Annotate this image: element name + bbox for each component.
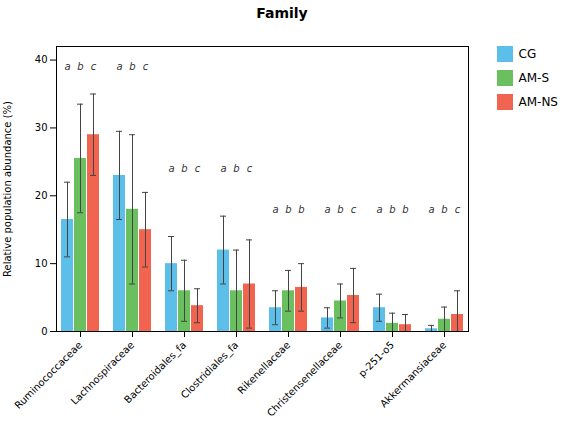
- svg-text:c: c: [351, 204, 357, 215]
- svg-text:Lachnospiraceae: Lachnospiraceae: [68, 339, 137, 407]
- svg-text:b: b: [402, 204, 408, 215]
- svg-text:a: a: [64, 61, 70, 72]
- svg-text:b: b: [285, 204, 291, 215]
- svg-text:a: a: [324, 204, 330, 215]
- svg-text:b: b: [129, 61, 135, 72]
- svg-text:c: c: [91, 61, 97, 72]
- html-text:CG: CG: [518, 47, 537, 61]
- svg-text:a: a: [220, 163, 226, 174]
- svg-text:b: b: [77, 61, 83, 72]
- svg-text:b: b: [441, 204, 447, 215]
- svg-text:a: a: [428, 204, 434, 215]
- svg-text:b: b: [298, 204, 304, 215]
- svg-text:b: b: [389, 204, 395, 215]
- svg-text:b: b: [181, 163, 187, 174]
- svg-text:c: c: [455, 204, 461, 215]
- svg-text:20: 20: [35, 190, 48, 201]
- svg-text:40: 40: [35, 54, 48, 65]
- svg-text:c: c: [195, 163, 201, 174]
- svg-text:Bacteroidales_fa: Bacteroidales_fa: [122, 339, 189, 406]
- svg-text:0: 0: [41, 326, 47, 337]
- html-text:AM-NS: AM-NS: [518, 95, 558, 109]
- svg-text:30: 30: [35, 122, 48, 133]
- svg-text:b: b: [233, 163, 239, 174]
- svg-text:Rikenellaceae: Rikenellaceae: [235, 339, 292, 396]
- svg-text:a: a: [116, 61, 122, 72]
- svg-text:Ruminococcaceae: Ruminococcaceae: [12, 339, 85, 411]
- html-text:Family: Family: [256, 5, 308, 21]
- svg-text:p-251-o5: p-251-o5: [356, 339, 396, 379]
- svg-text:c: c: [247, 163, 253, 174]
- svg-text:a: a: [272, 204, 278, 215]
- svg-text:c: c: [143, 61, 149, 72]
- svg-text:b: b: [337, 204, 343, 215]
- html-text:AM-S: AM-S: [518, 71, 549, 85]
- svg-text:a: a: [168, 163, 174, 174]
- svg-text:Clostridiales_fa: Clostridiales_fa: [179, 339, 241, 401]
- svg-text:Christensenellaceae: Christensenellaceae: [265, 339, 344, 418]
- svg-text:a: a: [376, 204, 382, 215]
- svg-text:Relative population abundance: Relative population abundance (%): [2, 101, 13, 277]
- svg-text:Akkermansiaceae: Akkermansiaceae: [378, 339, 448, 409]
- svg-text:10: 10: [35, 258, 48, 269]
